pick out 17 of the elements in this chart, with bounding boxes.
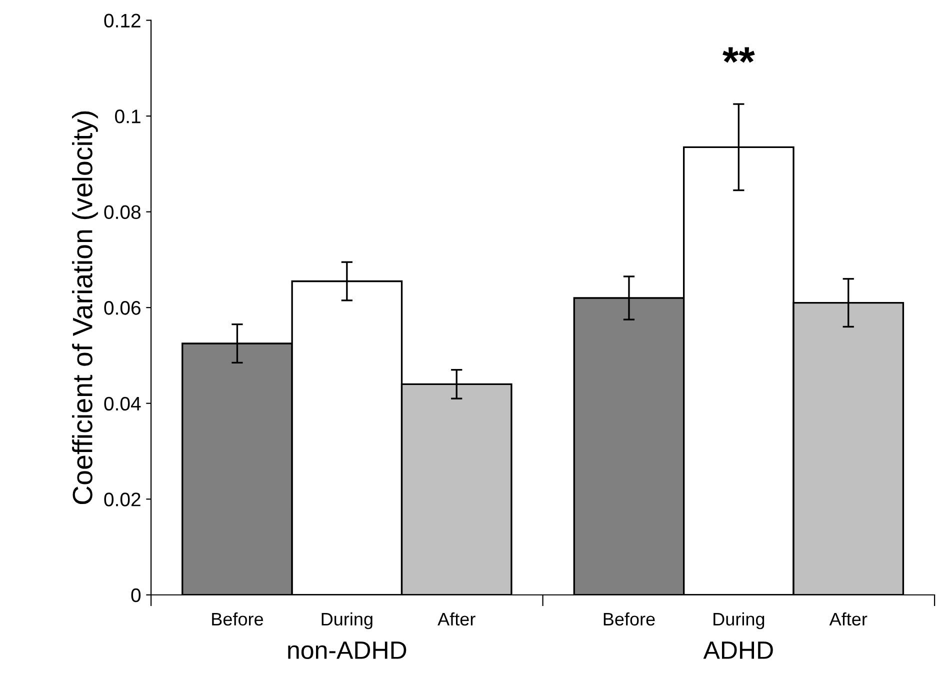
y-tick-label: 0.06 — [104, 301, 140, 315]
y-tick-label: 0.04 — [104, 396, 141, 411]
annotation: ** — [722, 47, 755, 63]
series-label: Before — [212, 612, 264, 626]
series-label: After — [438, 612, 476, 626]
y-axis-title: Coefficient of Variation (velocity) — [72, 111, 98, 504]
text: After — [829, 612, 868, 626]
x-tick-label: non-ADHD — [288, 642, 406, 660]
x-tick-label: ADHD — [703, 642, 773, 659]
y-tick-label: 0.1 — [115, 110, 140, 124]
y-tick-label: 0.08 — [104, 205, 140, 220]
y-tick-label: 0.12 — [104, 14, 140, 28]
text: Before — [604, 612, 655, 626]
text: During — [714, 612, 764, 630]
y-tick-label: 0.02 — [104, 492, 140, 506]
series-label: During — [322, 612, 372, 630]
y-tick-label: 0 — [131, 588, 141, 602]
